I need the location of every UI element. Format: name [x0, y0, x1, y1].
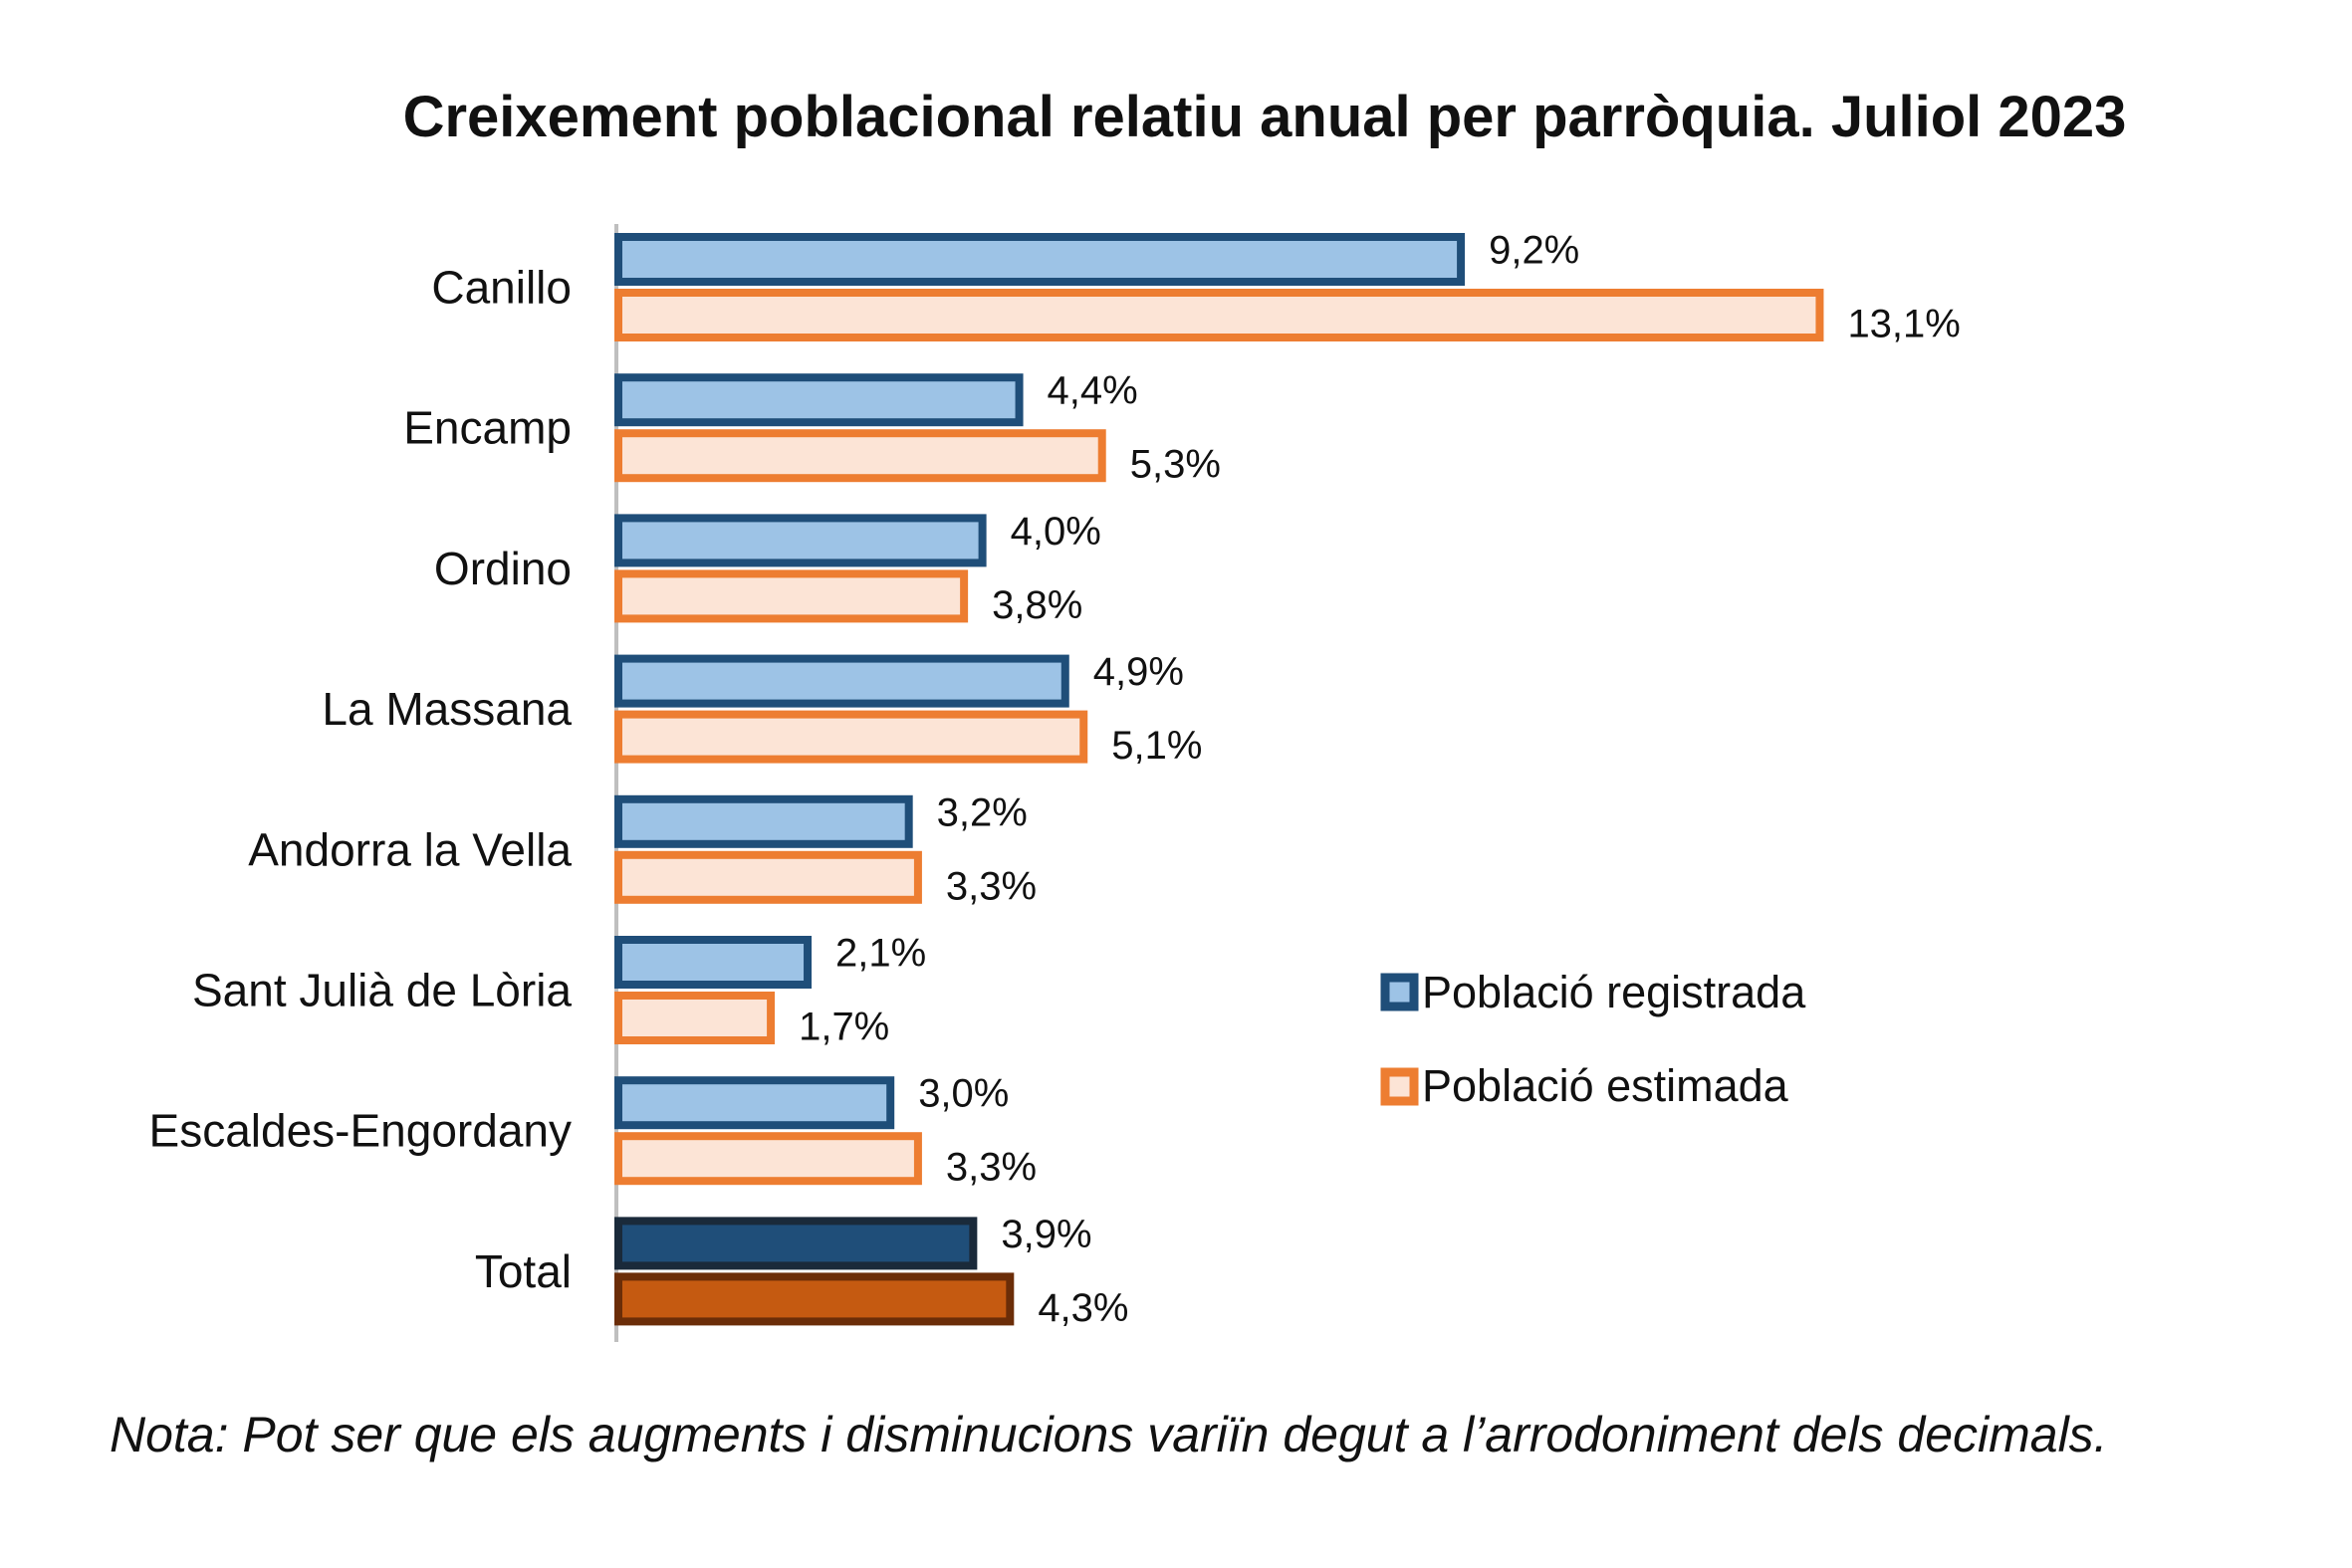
value-label-escaldes-engordany-estimada: 3,3%	[946, 1146, 1037, 1190]
bar-ordino-registrada	[614, 514, 987, 567]
value-label-sant-julia-de-loria-estimada: 1,7%	[799, 1006, 889, 1049]
value-label-canillo-estimada: 13,1%	[1847, 303, 1960, 346]
bar-escaldes-engordany-registrada	[614, 1076, 895, 1130]
bar-canillo-registrada	[614, 233, 1466, 286]
value-label-la-massana-registrada: 4,9%	[1093, 650, 1184, 694]
bar-sant-julia-de-loria-registrada	[614, 936, 813, 989]
value-label-ordino-estimada: 3,8%	[992, 583, 1082, 627]
value-label-canillo-registrada: 9,2%	[1489, 229, 1579, 273]
value-labels: 9,2% 13,1% 4,4% 5,3% 4,0% 3,8%4,9% 5,1% 3,2% 3,3…	[799, 229, 1961, 1330]
legend-label-registrada: Població registrada	[1422, 967, 1806, 1017]
bar-group	[614, 233, 1824, 1326]
bar-canillo-estimada	[614, 289, 1824, 341]
bar-la-massana-registrada	[614, 654, 1069, 708]
value-label-encamp-registrada: 4,4%	[1048, 369, 1138, 413]
value-label-sant-julia-de-loria-registrada: 2,1%	[835, 932, 926, 976]
value-label-encamp-estimada: 5,3%	[1130, 443, 1221, 487]
category-label-total: Total	[475, 1245, 572, 1297]
bar-la-massana-estimada	[614, 710, 1088, 764]
category-label-sant-julia-de-loria: Sant Julià de Lòria	[192, 965, 572, 1016]
footnote: Nota: Pot ser que els augments i disminu…	[110, 1407, 2108, 1462]
value-label-ordino-registrada: 4,0%	[1011, 510, 1101, 554]
value-label-escaldes-engordany-registrada: 3,0%	[918, 1072, 1009, 1116]
category-label-escaldes-engordany: Escaldes-Engordany	[149, 1105, 572, 1157]
value-label-andorra-la-vella-registrada: 3,2%	[937, 790, 1028, 834]
chart-title: Creixement poblacional relatiu anual per…	[403, 85, 2127, 149]
category-label-andorra-la-vella: Andorra la Vella	[248, 823, 572, 875]
category-label-la-massana: La Massana	[322, 683, 572, 735]
bar-ordino-estimada	[614, 569, 969, 623]
bar-sant-julia-de-loria-estimada	[614, 992, 776, 1044]
bar-total-estimada	[614, 1272, 1015, 1326]
bar-andorra-la-vella-estimada	[614, 850, 922, 904]
legend: Població registrada Població estimada	[1380, 967, 1806, 1111]
bar-total-registrada	[614, 1217, 978, 1270]
value-label-total-estimada: 4,3%	[1038, 1286, 1128, 1330]
value-label-andorra-la-vella-estimada: 3,3%	[946, 864, 1037, 908]
category-label-encamp: Encamp	[403, 402, 572, 454]
legend-swatch-estimada	[1380, 1067, 1419, 1106]
category-label-canillo: Canillo	[431, 262, 572, 314]
legend-swatch-registrada	[1380, 973, 1419, 1011]
bar-encamp-registrada	[614, 373, 1024, 427]
legend-label-estimada: Població estimada	[1422, 1060, 1789, 1111]
category-labels: Canillo Encamp Ordino La Massana Andorra la …	[149, 262, 573, 1297]
value-label-total-registrada: 3,9%	[1001, 1213, 1091, 1256]
bar-escaldes-engordany-estimada	[614, 1132, 922, 1186]
bar-encamp-estimada	[614, 429, 1106, 483]
bar-andorra-la-vella-registrada	[614, 794, 913, 848]
category-label-ordino: Ordino	[434, 543, 572, 594]
value-label-la-massana-estimada: 5,1%	[1111, 724, 1202, 768]
